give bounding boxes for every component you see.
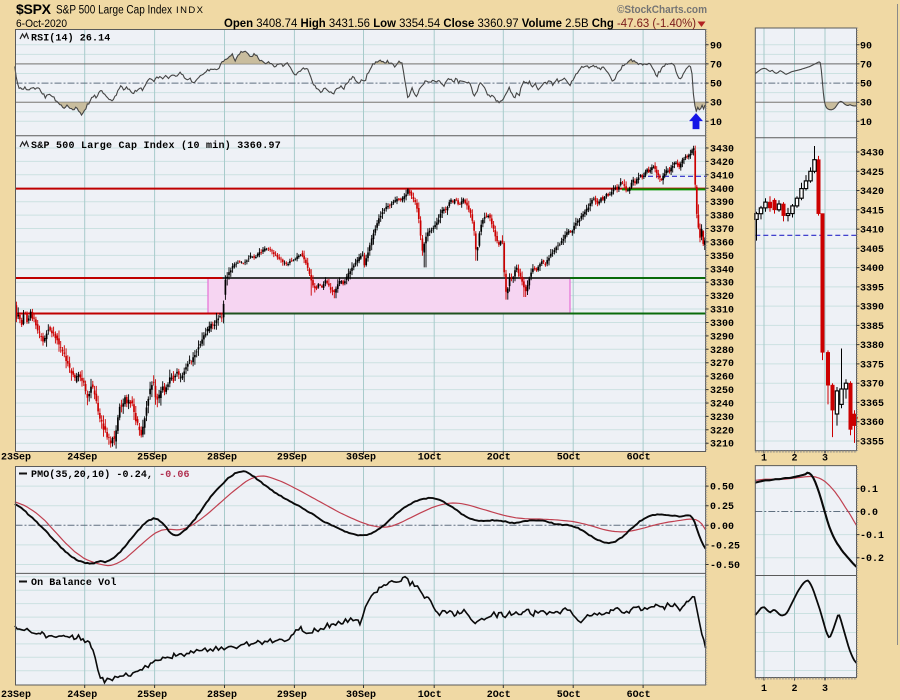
svg-text:3340: 3340: [710, 265, 734, 276]
svg-text:3375: 3375: [860, 360, 884, 371]
svg-text:1: 1: [761, 454, 767, 465]
svg-text:3: 3: [822, 454, 828, 465]
svg-text:23Sep: 23Sep: [1, 690, 31, 700]
svg-text:3380: 3380: [710, 212, 734, 223]
svg-text:1Oct: 1Oct: [418, 453, 442, 464]
svg-text:24Sep: 24Sep: [67, 453, 97, 464]
svg-text:©StockCharts.com: ©StockCharts.com: [617, 4, 707, 16]
svg-text:30: 30: [710, 99, 722, 110]
svg-text:2: 2: [791, 684, 797, 695]
svg-text:28Sep: 28Sep: [207, 453, 237, 464]
svg-text:RSI(14) 26.14: RSI(14) 26.14: [31, 33, 110, 45]
svg-text:3420: 3420: [710, 158, 734, 169]
svg-text:50: 50: [860, 80, 872, 91]
svg-text:1Oct: 1Oct: [418, 690, 442, 700]
svg-text:On Balance Vol: On Balance Vol: [31, 577, 116, 589]
svg-text:3430: 3430: [710, 145, 734, 156]
svg-text:10: 10: [860, 118, 872, 129]
svg-text:3270: 3270: [710, 359, 734, 370]
svg-text:25Sep: 25Sep: [137, 453, 167, 464]
svg-text:3250: 3250: [710, 386, 734, 397]
svg-text:5Oct: 5Oct: [557, 453, 581, 464]
svg-text:29Sep: 29Sep: [277, 690, 307, 700]
svg-text:-0.25: -0.25: [710, 541, 740, 552]
svg-text:3405: 3405: [860, 245, 884, 256]
svg-text:3290: 3290: [710, 332, 734, 343]
svg-text:3355: 3355: [860, 438, 884, 449]
svg-text:3365: 3365: [860, 399, 884, 410]
svg-text:PMO(35,20,10) -0.24, -0.06: PMO(35,20,10) -0.24, -0.06: [31, 469, 190, 481]
svg-text:90: 90: [710, 41, 722, 52]
svg-text:-0.50: -0.50: [710, 561, 740, 572]
svg-text:3430: 3430: [860, 149, 884, 160]
svg-text:3390: 3390: [710, 198, 734, 209]
svg-text:3310: 3310: [710, 306, 734, 317]
svg-text:50: 50: [710, 80, 722, 91]
svg-text:30: 30: [860, 99, 872, 110]
svg-text:3420: 3420: [860, 187, 884, 198]
svg-text:3: 3: [822, 684, 828, 695]
svg-text:6-Oct-2020: 6-Oct-2020: [16, 18, 67, 30]
svg-text:3230: 3230: [710, 413, 734, 424]
svg-text:0.50: 0.50: [710, 483, 734, 494]
svg-text:3360: 3360: [860, 418, 884, 429]
svg-text:3220: 3220: [710, 426, 734, 437]
svg-text:3400: 3400: [710, 185, 734, 196]
svg-text:3360: 3360: [710, 238, 734, 249]
svg-text:6Oct: 6Oct: [627, 690, 651, 700]
svg-text:3260: 3260: [710, 373, 734, 384]
svg-text:3320: 3320: [710, 292, 734, 303]
svg-text:23Sep: 23Sep: [1, 453, 31, 464]
svg-text:3240: 3240: [710, 400, 734, 411]
svg-text:3415: 3415: [860, 206, 884, 217]
svg-text:2: 2: [791, 454, 797, 465]
svg-text:3210: 3210: [710, 440, 734, 451]
svg-text:5Oct: 5Oct: [557, 690, 581, 700]
svg-text:3350: 3350: [710, 252, 734, 263]
svg-text:0.25: 0.25: [710, 502, 734, 513]
svg-text:3330: 3330: [710, 279, 734, 290]
svg-text:3280: 3280: [710, 346, 734, 357]
svg-text:3395: 3395: [860, 283, 884, 294]
svg-text:$SPX: $SPX: [16, 1, 52, 17]
svg-text:INDX: INDX: [176, 5, 204, 16]
svg-text:1: 1: [761, 684, 767, 695]
svg-text:0.1: 0.1: [860, 485, 878, 496]
svg-text:S&P 500 Large Cap Index (10 mi: S&P 500 Large Cap Index (10 min) 3360.97: [31, 140, 281, 152]
svg-text:3300: 3300: [710, 319, 734, 330]
svg-text:S&P 500 Large Cap Index: S&P 500 Large Cap Index: [56, 5, 172, 17]
svg-text:3410: 3410: [710, 171, 734, 182]
svg-text:10: 10: [710, 118, 722, 129]
svg-text:Open 3408.74 High 3431.56 Low: Open 3408.74 High 3431.56 Low 3354.54 Cl…: [224, 18, 696, 30]
svg-text:3425: 3425: [860, 168, 884, 179]
svg-text:6Oct: 6Oct: [627, 453, 651, 464]
svg-text:3370: 3370: [860, 380, 884, 391]
svg-text:24Sep: 24Sep: [67, 690, 97, 700]
svg-text:70: 70: [860, 60, 872, 71]
svg-text:3390: 3390: [860, 303, 884, 314]
svg-text:30Sep: 30Sep: [346, 690, 376, 700]
svg-text:3410: 3410: [860, 226, 884, 237]
svg-text:3380: 3380: [860, 341, 884, 352]
svg-text:29Sep: 29Sep: [277, 453, 307, 464]
svg-text:3385: 3385: [860, 322, 884, 333]
svg-text:3400: 3400: [860, 264, 884, 275]
svg-text:0.0: 0.0: [860, 508, 878, 519]
svg-text:25Sep: 25Sep: [137, 690, 167, 700]
svg-text:0.00: 0.00: [710, 522, 734, 533]
svg-text:-0.2: -0.2: [860, 554, 884, 565]
svg-text:-0.1: -0.1: [860, 531, 884, 542]
svg-text:70: 70: [710, 60, 722, 71]
svg-text:90: 90: [860, 41, 872, 52]
svg-text:3370: 3370: [710, 225, 734, 236]
svg-text:2Oct: 2Oct: [487, 690, 511, 700]
svg-text:2Oct: 2Oct: [487, 453, 511, 464]
svg-text:30Sep: 30Sep: [346, 453, 376, 464]
svg-text:28Sep: 28Sep: [207, 690, 237, 700]
